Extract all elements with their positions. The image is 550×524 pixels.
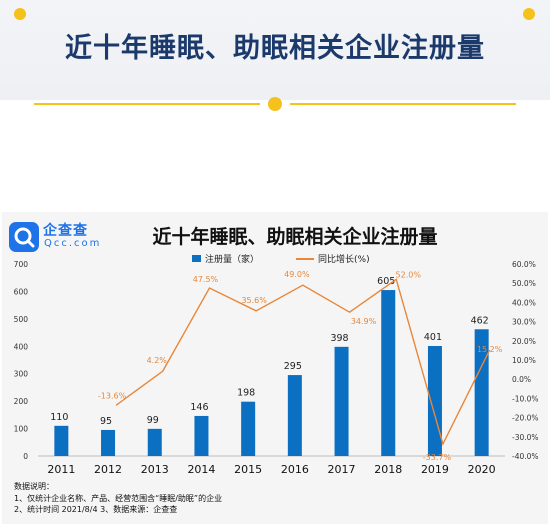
y-left-tick-label: 0 (23, 452, 28, 461)
line-value-label: 47.5% (193, 275, 219, 284)
bar-value-label: 295 (284, 361, 302, 372)
data-notes: 数据说明： 1、仅统计企业名称、产品、经营范围含“睡眠/助眠”的企业 2、统计时… (14, 481, 222, 516)
x-tick-label: 2019 (421, 463, 449, 476)
y-right-tick-label: 30.0% (512, 318, 536, 327)
x-tick-label: 2018 (374, 463, 402, 476)
bar (147, 428, 162, 456)
bar-value-label: 95 (100, 416, 112, 427)
divider-right (290, 103, 516, 105)
legend-bar-swatch (192, 255, 201, 262)
y-right-tick-label: 0.0% (512, 375, 531, 384)
bar-value-label: 110 (50, 412, 68, 423)
y-right-tick-label: -20.0% (512, 414, 539, 423)
notes-line-1: 1、仅统计企业名称、产品、经营范围含“睡眠/助眠”的企业 (14, 493, 223, 503)
line-value-label: 35.6% (241, 296, 267, 305)
qcc-logo: 企查查 Qcc.com (9, 220, 99, 254)
bar (381, 290, 396, 456)
y-left-tick-label: 100 (14, 425, 29, 434)
line-value-label: 15.2% (477, 345, 503, 354)
line-value-label: 52.0% (396, 270, 422, 279)
bar (474, 329, 489, 456)
bar (54, 425, 69, 456)
bar-value-label: 99 (147, 415, 159, 426)
growth-line (115, 278, 491, 446)
y-right-tick-label: -10.0% (512, 394, 539, 403)
y-left-tick-label: 700 (14, 260, 29, 269)
bar-value-label: 401 (424, 332, 442, 343)
notes-line-2: 2、统计时间 2021/8/4 3、数据来源：企查查 (14, 505, 178, 514)
y-left-tick-label: 400 (14, 342, 29, 351)
page-title: 近十年睡眠、助眠相关企业注册量 (65, 33, 485, 64)
bar-value-label: 605 (377, 276, 395, 287)
y-right-tick-label: 40.0% (512, 298, 536, 307)
line-value-label: 4.2% (147, 356, 168, 365)
corner-dot-top-left (14, 8, 26, 20)
y-right-tick-label: 20.0% (512, 337, 536, 346)
y-right-tick-label: -30.0% (512, 433, 539, 442)
y-right-tick-label: 10.0% (512, 356, 536, 365)
logo-name: 企查查 (43, 223, 88, 239)
y-right-tick-label: 50.0% (512, 279, 536, 288)
line-value-label: -33.7% (423, 453, 452, 462)
y-right-tick-label: -40.0% (512, 452, 539, 461)
bar (334, 346, 349, 456)
divider-center-dot (268, 97, 282, 111)
qcc-logo-icon (9, 222, 39, 252)
x-tick-label: 2014 (187, 463, 215, 476)
bar (287, 375, 302, 456)
x-tick-label: 2015 (234, 463, 262, 476)
logo-domain: Qcc.com (44, 238, 102, 249)
line-value-label: 34.9% (351, 317, 377, 326)
x-tick-label: 2013 (141, 463, 169, 476)
corner-dot-top-right (523, 8, 535, 20)
header-band (0, 0, 550, 100)
x-tick-label: 2017 (328, 463, 356, 476)
legend-line-swatch (296, 258, 314, 260)
y-left-tick-label: 600 (14, 287, 29, 296)
x-tick-label: 2016 (281, 463, 309, 476)
x-tick-label: 2011 (47, 463, 75, 476)
y-left-tick-label: 300 (14, 370, 29, 379)
bar-value-label: 398 (330, 333, 348, 344)
chart-title: 近十年睡眠、助眠相关企业注册量 (152, 226, 438, 248)
chart-legend: 注册量（家） 同比增长(%) (0, 252, 550, 266)
notes-heading: 数据说明： (14, 482, 54, 491)
line-value-label: -13.6% (98, 391, 127, 400)
bar (241, 401, 256, 456)
legend-bar-label: 注册量（家） (205, 255, 260, 265)
bar (194, 415, 209, 456)
x-tick-label: 2012 (94, 463, 122, 476)
divider-left (34, 103, 260, 105)
bar-value-label: 198 (237, 388, 255, 399)
y-left-tick-label: 200 (14, 397, 29, 406)
x-tick-label: 2020 (468, 463, 496, 476)
y-left-tick-label: 500 (14, 315, 29, 324)
bar (101, 429, 116, 456)
line-value-label: 49.0% (284, 270, 310, 279)
chart-panel (2, 212, 548, 524)
legend-line-label: 同比增长(%) (318, 255, 370, 265)
bar-value-label: 462 (471, 315, 489, 326)
bar-value-label: 146 (190, 402, 208, 413)
y-right-tick-label: 60.0% (512, 260, 536, 269)
